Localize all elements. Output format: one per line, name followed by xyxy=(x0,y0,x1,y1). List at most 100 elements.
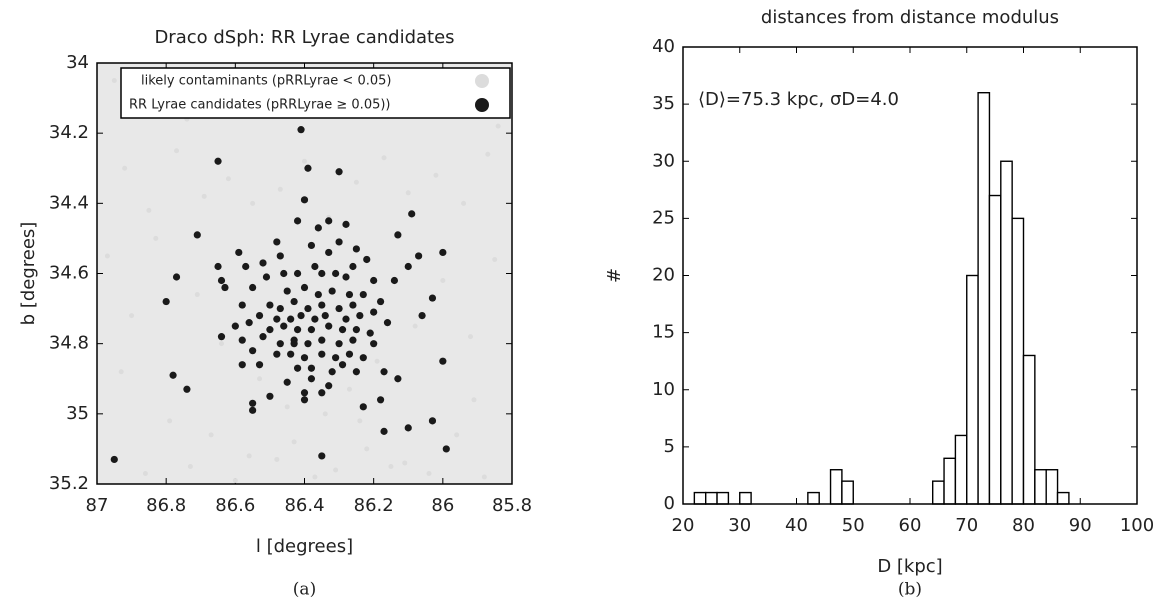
point xyxy=(300,196,309,204)
point xyxy=(172,273,181,281)
x-tick-label: 40 xyxy=(785,515,808,536)
point xyxy=(249,406,257,414)
x-tick-label: 60 xyxy=(899,515,922,536)
point xyxy=(283,378,291,386)
point xyxy=(433,172,439,178)
point xyxy=(277,186,283,192)
point xyxy=(214,157,222,165)
point xyxy=(300,389,309,397)
x-tick-label: 20 xyxy=(672,515,695,536)
panel: distances from distance modulus D [kpc] # (… xyxy=(604,7,1154,600)
point xyxy=(118,369,124,375)
y-tick-label: 10 xyxy=(652,379,675,400)
point xyxy=(481,474,487,480)
x-tick-label: 87 xyxy=(86,495,109,516)
point xyxy=(404,424,412,432)
bar xyxy=(716,491,730,505)
point xyxy=(439,357,447,365)
point xyxy=(342,220,350,228)
point xyxy=(332,269,340,278)
point xyxy=(167,418,173,424)
y-tick-label: 15 xyxy=(652,322,675,343)
point xyxy=(153,235,159,241)
x-axis-label: l [degrees] xyxy=(256,536,353,557)
point xyxy=(245,319,253,327)
point xyxy=(284,404,290,410)
frame xyxy=(682,46,1138,505)
point xyxy=(221,283,229,292)
plot-area xyxy=(97,63,512,484)
point xyxy=(307,241,316,250)
y-tick-label: 0 xyxy=(664,493,675,514)
point xyxy=(366,329,374,337)
point xyxy=(380,368,388,376)
x-tick-label: 50 xyxy=(842,515,865,536)
point xyxy=(129,313,135,319)
x-tick-label: 86.2 xyxy=(354,495,394,516)
point xyxy=(193,231,201,239)
point xyxy=(273,315,281,323)
point xyxy=(335,340,343,348)
point xyxy=(259,333,267,341)
point xyxy=(255,312,264,320)
point xyxy=(325,322,333,330)
point xyxy=(276,252,284,260)
x-tick-label: 86.6 xyxy=(215,495,255,516)
point xyxy=(238,301,246,309)
point xyxy=(370,276,378,285)
point xyxy=(461,200,467,206)
point xyxy=(262,273,271,281)
point xyxy=(492,256,498,262)
point xyxy=(304,164,312,172)
point xyxy=(439,248,447,257)
point xyxy=(293,269,302,278)
point xyxy=(290,297,298,306)
point xyxy=(359,403,367,411)
bar xyxy=(829,469,843,505)
point xyxy=(325,382,333,390)
point xyxy=(352,326,360,334)
point xyxy=(356,312,364,320)
x-tick-label: 90 xyxy=(1069,515,1092,536)
chart-title: distances from distance modulus xyxy=(761,7,1059,28)
frame xyxy=(96,62,513,485)
bar xyxy=(1056,491,1070,505)
x-tick-label: 86 xyxy=(431,495,454,516)
point xyxy=(370,308,378,316)
point xyxy=(174,148,180,154)
point xyxy=(318,452,326,460)
point xyxy=(471,397,477,403)
point xyxy=(293,364,302,372)
point xyxy=(266,392,274,400)
y-tick-label: 40 xyxy=(652,36,675,57)
point xyxy=(314,290,322,299)
bar xyxy=(988,194,1002,505)
point xyxy=(266,301,274,309)
point xyxy=(352,245,360,253)
point xyxy=(287,350,295,358)
point xyxy=(318,269,326,278)
point xyxy=(345,290,354,299)
point xyxy=(257,376,263,382)
point xyxy=(242,262,250,271)
point xyxy=(363,255,371,264)
bar xyxy=(977,91,991,505)
point xyxy=(442,445,450,453)
point xyxy=(402,460,408,466)
point xyxy=(162,297,170,306)
bar xyxy=(693,491,707,505)
point xyxy=(383,319,392,327)
point xyxy=(304,304,312,313)
chart-title: Draco dSph: RR Lyrae candidates xyxy=(154,27,454,48)
point xyxy=(338,361,347,369)
x-tick-label: 70 xyxy=(955,515,978,536)
point xyxy=(440,278,446,284)
point xyxy=(293,217,302,225)
point xyxy=(293,326,302,334)
point xyxy=(342,273,350,281)
y-axis-label: # xyxy=(604,268,625,283)
point xyxy=(249,347,257,355)
point xyxy=(349,336,357,344)
point xyxy=(408,210,416,218)
point xyxy=(273,350,281,358)
